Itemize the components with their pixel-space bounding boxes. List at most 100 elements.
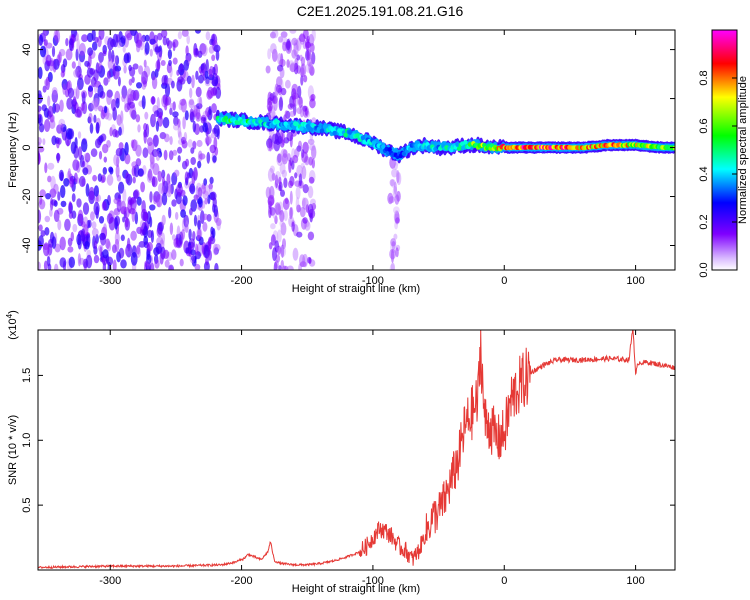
spectrogram-noise-blob	[168, 150, 174, 161]
spectrogram-noise-blob	[208, 250, 212, 261]
spectrogram-noise-blob	[144, 111, 149, 120]
spectrogram-noise-blob	[146, 171, 153, 183]
spectrogram-noise-blob	[60, 123, 67, 133]
spectrogram-noise-blob	[114, 55, 120, 66]
spectrogram-noise-blob	[278, 36, 283, 43]
spectrogram-noise-blob	[64, 218, 71, 231]
spectrogram-noise-blob	[160, 60, 166, 66]
spectrogram-noise-blob	[118, 247, 125, 259]
spectrogram-noise-blob	[105, 238, 111, 250]
spectrogram-noise-blob	[168, 206, 172, 219]
colorbar-ticks: 0.0 0.2 0.4 0.6 0.8	[698, 70, 737, 278]
spectrogram-noise-blob	[124, 247, 129, 256]
spectrogram-noise-blob	[120, 35, 126, 44]
spectrogram-noise-blob	[88, 112, 93, 124]
spectrogram-noise-blob	[98, 105, 104, 112]
spectrogram-noise-blob	[136, 82, 142, 89]
spectrogram-noise-blob	[116, 41, 122, 48]
spectrogram-noise-blob	[126, 173, 133, 186]
spectrogram-noise-blob	[291, 83, 299, 94]
spectrogram-noise-blob	[266, 101, 273, 112]
spectrogram-noise-blob	[87, 219, 92, 228]
spectrogram-noise-blob	[290, 207, 294, 218]
spectrogram-noise-blob	[94, 36, 99, 43]
spectrogram-noise-blob	[150, 156, 156, 169]
spectrogram-noise-blob	[180, 209, 187, 218]
spectrogram-noise-blob	[144, 34, 150, 42]
spectrogram-noise-blob	[42, 85, 47, 93]
spectrogram-noise-blob	[204, 198, 208, 205]
spectrogram-noise-blob	[295, 196, 300, 211]
spectrogram-noise-blob	[149, 191, 153, 203]
spectrogram-noise-blob	[172, 111, 179, 118]
spectrogram-noise-blob	[210, 87, 218, 97]
spectrogram-noise-blob	[205, 256, 209, 266]
spectrogram-noise-blob	[121, 85, 128, 99]
spectrogram-noise-blob	[280, 87, 287, 96]
spectrogram-noise-blob	[152, 134, 159, 147]
spectrogram-noise-blob	[79, 175, 86, 188]
spectrogram-noise-blob	[107, 37, 114, 51]
spectrogram-noise-blob	[274, 131, 281, 145]
spectrogram-noise-blob	[167, 49, 172, 60]
spectrogram-noise-blob	[151, 76, 158, 90]
snr-series-line	[38, 330, 675, 570]
spectrogram-noise-blob	[171, 249, 177, 261]
spectrogram-noise-blob	[77, 253, 81, 267]
spectrogram-noise-blob	[291, 49, 297, 59]
spectrogram-noise-blob	[117, 76, 121, 87]
spectrogram-noise-blob	[190, 147, 195, 154]
spectrogram-noise-blob	[88, 186, 95, 201]
spectrogram-noise-blob	[145, 123, 150, 138]
spectrogram-noise-blob	[88, 102, 94, 112]
spectrogram-noise-blob	[112, 107, 117, 121]
spectrogram-noise-blob	[132, 63, 139, 70]
spectrogram-noise-blob	[106, 140, 111, 148]
spectrogram-noise-blob	[212, 243, 219, 256]
spectrogram-noise-blob	[280, 31, 288, 38]
spectrogram-noise-blob	[215, 49, 220, 61]
spectrogram-noise-blob	[293, 39, 300, 50]
spectrogram-noise-blob	[307, 185, 314, 199]
spectrogram-noise-blob	[195, 103, 203, 109]
spectrogram-noise-blob	[177, 124, 182, 138]
spectrogram-noise-blob	[192, 140, 197, 150]
spectrogram-noise-blob	[303, 75, 308, 83]
spectrogram-noise-blob	[141, 34, 147, 43]
spectrogram-noise-blob	[172, 149, 178, 156]
spectrogram-noise-blob	[122, 188, 127, 203]
spectrogram-noise-blob	[115, 97, 120, 109]
spectrogram-noise-blob	[179, 98, 186, 106]
spectrogram-noise-blob	[94, 240, 98, 250]
spectrogram-noise-blob	[187, 139, 193, 148]
spectrogram-noise-blob	[274, 202, 281, 215]
x-tick-label: 100	[626, 275, 644, 287]
spectrogram-noise-blob	[92, 174, 97, 182]
spectrogram-noise-blob	[161, 75, 168, 86]
spectrogram-noise-blob	[191, 74, 195, 89]
spectrogram-noise-blob	[149, 216, 153, 228]
spectrogram-noise-blob	[54, 30, 61, 44]
spectrogram-noise-blob	[277, 64, 284, 72]
spectrogram-noise-blob	[189, 183, 196, 195]
spectrogram-noise-blob	[268, 205, 272, 219]
spectrogram-noise-blob	[176, 183, 183, 196]
spectrogram-signal-cell	[463, 140, 468, 145]
spectrogram-noise-blob	[197, 160, 202, 169]
spectrogram-noise-blob	[98, 135, 104, 144]
y-tick-label: -20	[21, 189, 33, 205]
spectrogram-noise-blob	[289, 30, 297, 34]
spectrogram-noise-blob	[269, 165, 275, 174]
spectrogram-noise-blob	[300, 162, 305, 169]
spectrogram-signal-cell	[322, 124, 328, 130]
spectrogram-noise-blob	[65, 128, 73, 140]
spectrogram-noise-blob	[42, 243, 49, 250]
spectrogram-noise-blob	[202, 122, 208, 133]
spectrogram-noise-blob	[45, 193, 51, 200]
spectrogram-noise-blob	[125, 216, 129, 228]
spectrogram-noise-blob	[67, 246, 74, 253]
spectrogram-noise-blob	[69, 177, 74, 188]
spectrogram-noise-blob	[308, 208, 316, 219]
spectrogram-noise-blob	[179, 258, 184, 267]
spectrogram-noise-blob	[195, 70, 199, 81]
